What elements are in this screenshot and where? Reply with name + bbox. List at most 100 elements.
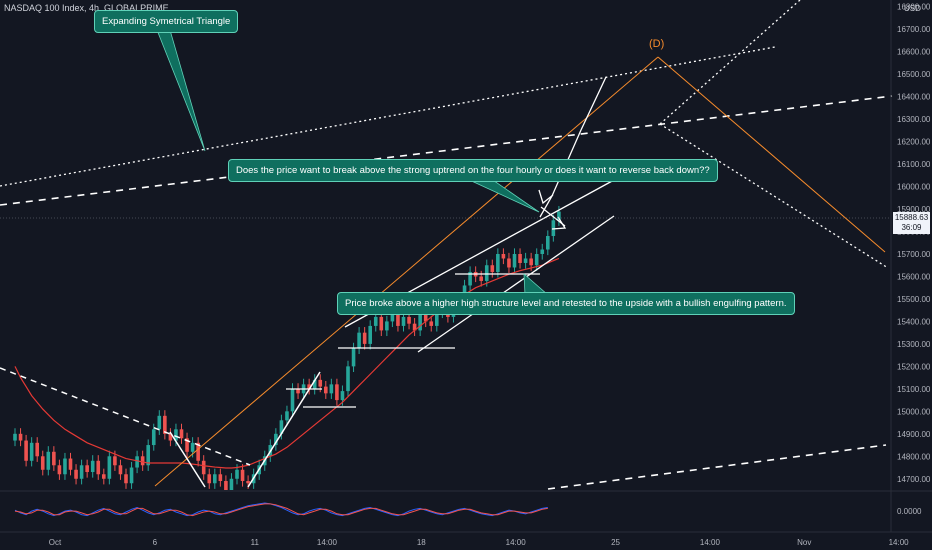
- candle-body: [496, 253, 500, 272]
- candle-body: [274, 433, 278, 446]
- candle: [63, 452, 67, 480]
- candle: [557, 205, 561, 226]
- impulse-line-1: [247, 371, 321, 488]
- candle: [207, 468, 212, 489]
- candle-body: [396, 312, 400, 326]
- candle-body: [68, 458, 73, 470]
- time-tick-1: 6: [153, 538, 158, 547]
- candle-body: [46, 451, 51, 470]
- candle-body: [179, 429, 184, 439]
- question-callout[interactable]: Does the price want to break above the s…: [228, 159, 718, 182]
- candle-body: [74, 469, 78, 479]
- price-tick-2: 16600.00: [897, 48, 931, 57]
- candle: [312, 374, 317, 395]
- triangle-callout[interactable]: Expanding Symetrical Triangle: [94, 10, 239, 33]
- d-point-label: (D): [649, 38, 665, 50]
- time-axis[interactable]: Oct61114:001814:002514:00Nov14:00814:001…: [49, 538, 932, 547]
- candle: [107, 450, 112, 485]
- candle-body: [390, 312, 395, 322]
- candle: [13, 428, 17, 447]
- candle-body: [551, 220, 556, 237]
- last-price-value: 15888.63: [894, 213, 929, 222]
- candle-body: [279, 420, 284, 434]
- candle: [362, 327, 367, 350]
- candle-body: [235, 469, 239, 479]
- candle: [68, 452, 73, 476]
- candle: [512, 248, 517, 274]
- candle-body: [329, 384, 334, 394]
- projection-dotted-line-up: [659, 0, 801, 125]
- candle-body: [362, 332, 367, 344]
- symbol-title: NASDAQ 100 Index, 4h, GLOBALPRIME: [4, 3, 169, 13]
- candle-body: [57, 465, 62, 475]
- candle-body: [168, 433, 173, 441]
- candle-body: [429, 321, 434, 326]
- candle-body: [52, 451, 56, 466]
- candle-body: [435, 312, 439, 326]
- price-tick-5: 16300.00: [897, 115, 931, 124]
- dashed-resistance-line: [0, 95, 893, 206]
- candle-body: [218, 474, 223, 482]
- candle-body: [140, 456, 145, 466]
- price-axis[interactable]: 16800.00 16700.00 16600.00 16500.00 16400.00…: [897, 3, 931, 484]
- candle-body: [401, 316, 406, 326]
- last-price-tag: 15888.63 36:09: [893, 212, 930, 234]
- candle-body: [407, 316, 411, 324]
- candle: [46, 446, 51, 476]
- triangle-callout-pointer: [156, 29, 206, 152]
- candle: [240, 464, 245, 487]
- time-tick-7: 14:00: [700, 538, 721, 547]
- candle: [18, 428, 23, 447]
- impulse-line-2: [169, 431, 206, 488]
- candle-body: [501, 253, 506, 259]
- oscillator-red-line: [14, 503, 548, 517]
- orange-leg-up: [154, 56, 659, 487]
- time-tick-9: 14:00: [889, 538, 910, 547]
- candle-body: [207, 474, 212, 484]
- candle-body: [157, 415, 162, 430]
- candle-body: [246, 481, 250, 484]
- candle: [196, 437, 200, 467]
- candle-body: [312, 379, 317, 389]
- candle: [523, 252, 528, 269]
- candle: [213, 468, 217, 489]
- price-tick-18: 15000.00: [897, 407, 931, 416]
- candle: [346, 360, 350, 397]
- price-tick-6: 16200.00: [897, 138, 931, 147]
- candle: [351, 342, 356, 372]
- candle-body: [324, 386, 328, 394]
- channel-lower-line: [417, 215, 615, 353]
- candle-body: [518, 253, 522, 263]
- candle: [501, 248, 506, 265]
- candle: [79, 459, 84, 485]
- candle-body: [163, 415, 167, 434]
- candle-body: [185, 438, 189, 452]
- price-tick-21: 14700.00: [897, 475, 931, 484]
- candle-body: [13, 433, 17, 441]
- candle: [124, 468, 128, 489]
- candle: [201, 455, 206, 480]
- price-tick-14: 15400.00: [897, 317, 931, 326]
- price-tick-3: 16500.00: [897, 70, 931, 79]
- candle-body: [85, 465, 89, 473]
- candle: [429, 315, 434, 332]
- candle-body: [174, 429, 178, 441]
- candle: [274, 428, 278, 451]
- price-tick-9: 15900.00: [897, 205, 931, 214]
- price-tick-15: 15300.00: [897, 340, 931, 349]
- candle-body: [351, 348, 356, 367]
- candle-body: [79, 465, 84, 479]
- candle: [484, 259, 489, 287]
- candle-body: [196, 442, 200, 461]
- candle-body: [479, 276, 483, 281]
- currency-label: USD: [904, 4, 921, 13]
- candle: [29, 437, 34, 467]
- candle-body: [379, 316, 384, 331]
- breakout-callout[interactable]: Price broke above a higher high structur…: [337, 292, 795, 315]
- oscillator-blue-line: [14, 502, 548, 517]
- candle-body: [18, 433, 23, 441]
- candle-body: [468, 271, 472, 286]
- question-callout-pointer: [464, 177, 540, 213]
- candle: [329, 378, 334, 399]
